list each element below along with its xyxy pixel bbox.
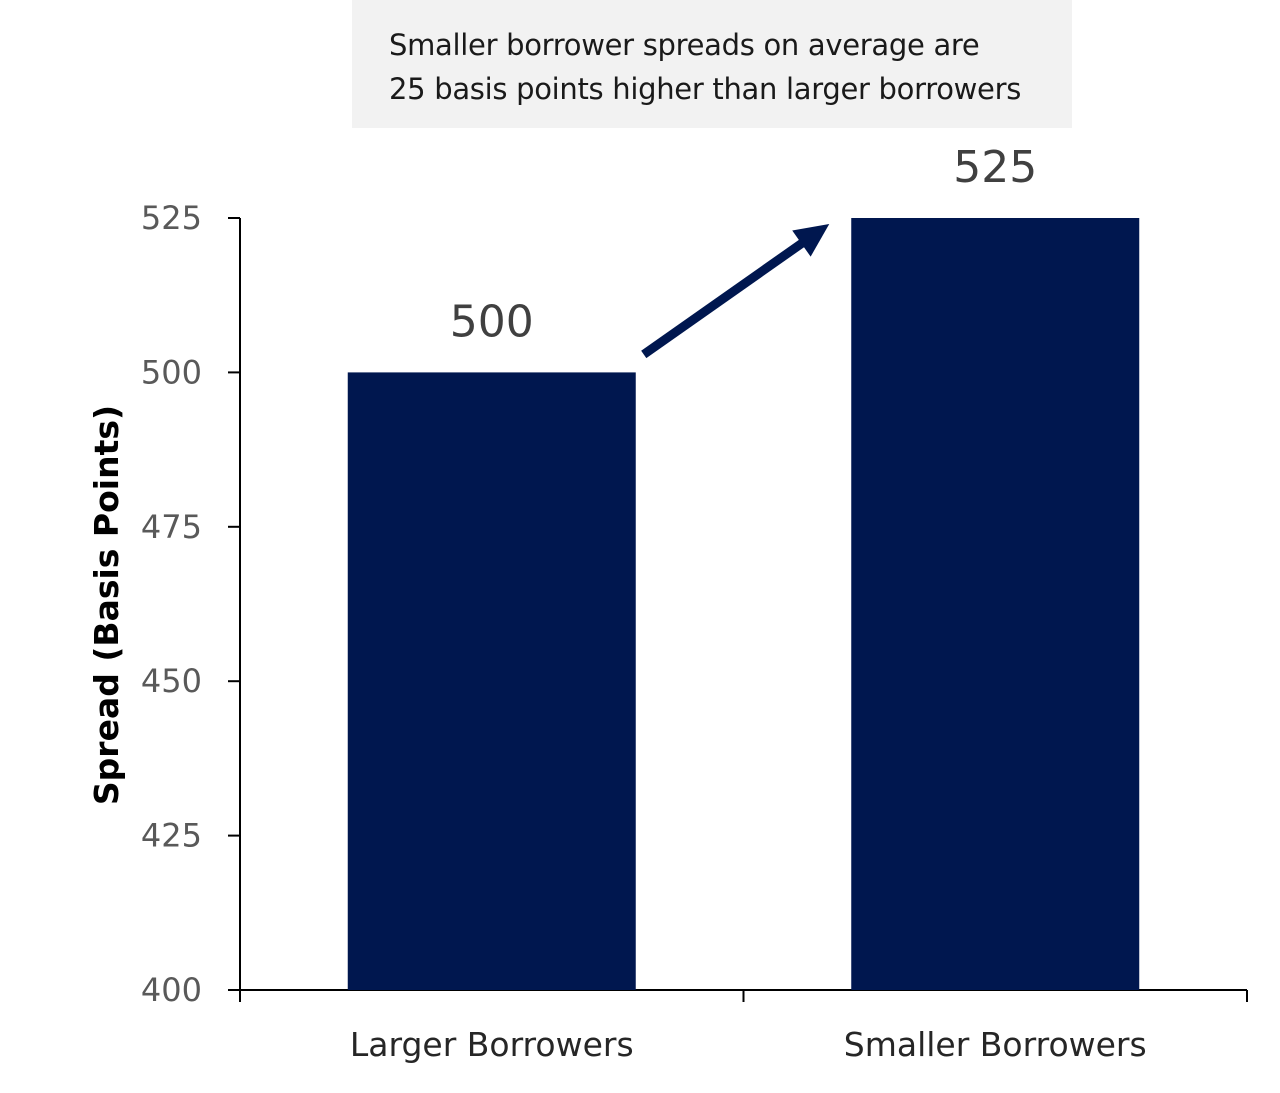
arrow-head: [792, 224, 830, 257]
bar-0: [347, 372, 636, 990]
category-label: Larger Borrowers: [350, 1025, 634, 1064]
y-axis-title: Spread (Basis Points): [87, 405, 126, 805]
bar-1: [851, 218, 1140, 990]
y-tick-label: 525: [141, 199, 202, 237]
category-label: Smaller Borrowers: [844, 1025, 1147, 1064]
y-tick-label: 500: [141, 353, 202, 391]
annotation-line-2: 25 basis points higher than larger borro…: [389, 72, 1022, 106]
y-tick-label: 450: [141, 662, 202, 700]
y-tick-label: 475: [141, 508, 202, 546]
y-axis: 400 425 450 475 500 525: [141, 199, 241, 1009]
increase-arrow: [641, 224, 830, 359]
annotation-box: Smaller borrower spreads on average are …: [352, 0, 1072, 128]
x-axis: Larger Borrowers Smaller Borrowers: [239, 989, 1248, 1064]
arrow-shaft: [641, 238, 806, 359]
annotation-line-1: Smaller borrower spreads on average are: [389, 28, 980, 62]
data-labels: 500 525: [450, 142, 1037, 347]
data-label: 500: [450, 296, 534, 347]
y-tick-label: 425: [141, 817, 202, 855]
bars: [347, 218, 1140, 990]
data-label: 525: [953, 142, 1037, 193]
y-tick-label: 400: [141, 971, 202, 1009]
